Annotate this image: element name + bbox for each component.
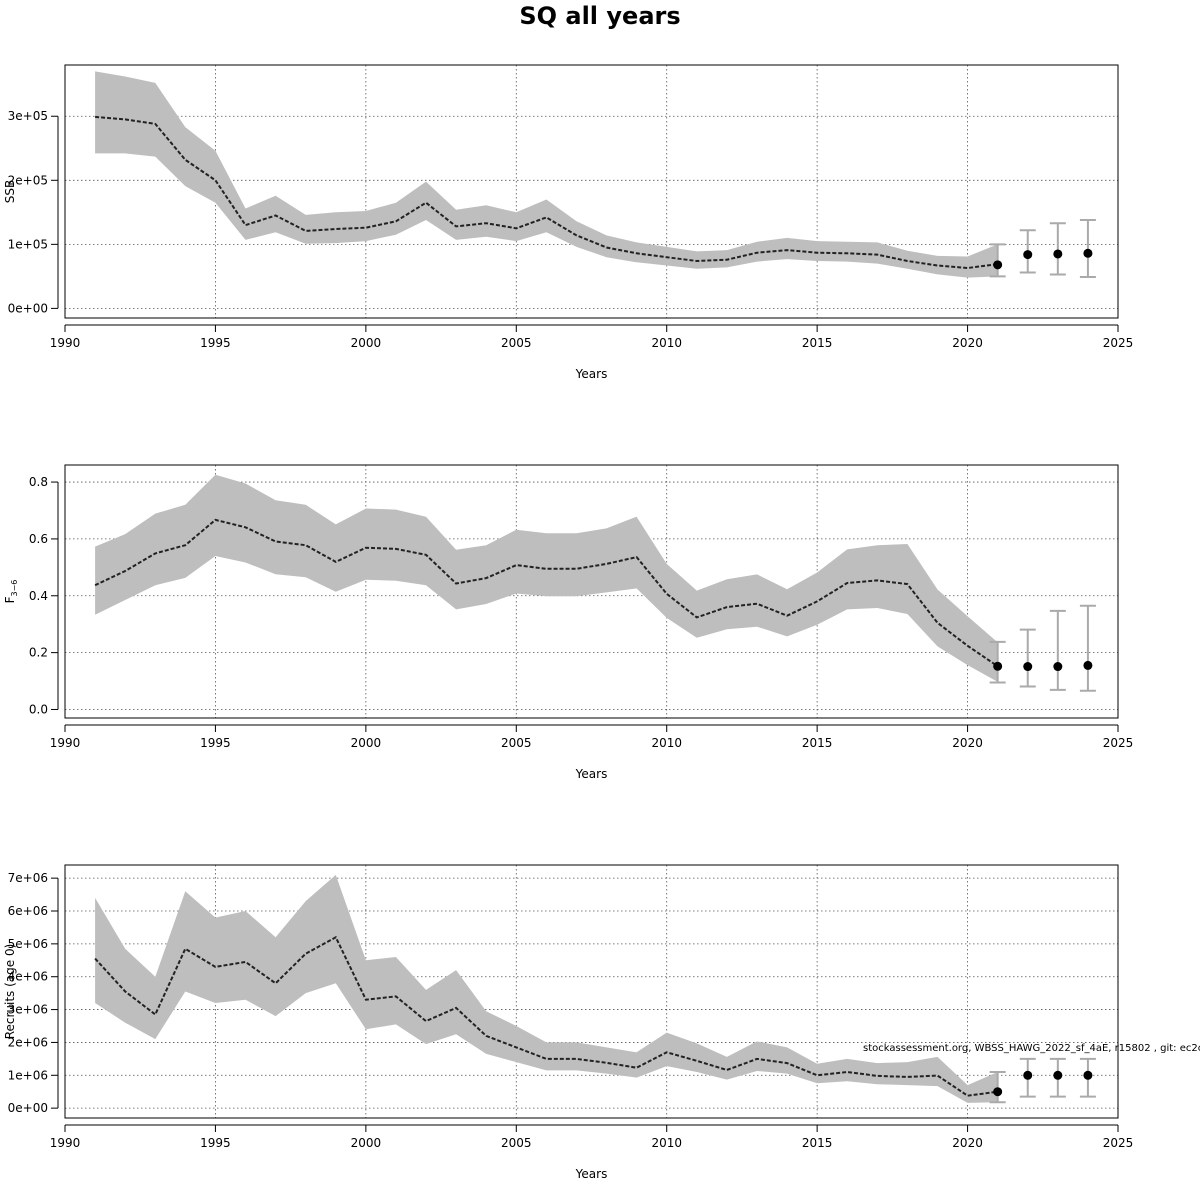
y-tick-label: 0.4 xyxy=(29,589,48,603)
x-tick-label: 2010 xyxy=(651,1136,682,1150)
forecast-point xyxy=(1023,1070,1033,1080)
forecast-point xyxy=(1023,250,1033,260)
x-tick-label: 1990 xyxy=(50,336,81,350)
x-tick-label: 2005 xyxy=(501,736,532,750)
y-axis-label: F3−6 xyxy=(3,580,19,604)
estimate-line xyxy=(95,115,998,270)
plot-frame xyxy=(64,64,1119,319)
figure-title: SQ all years xyxy=(519,2,680,30)
forecast-point xyxy=(1053,662,1063,672)
y-axis-label: SSB xyxy=(3,180,17,203)
x-tick-label: 2015 xyxy=(802,736,833,750)
y-tick-label: 0.8 xyxy=(29,475,48,489)
x-tick-label: 2010 xyxy=(651,336,682,350)
recruitment-panel: 1990 1995 2000 2005 2010 2015 2020 2025 Years 0e+… xyxy=(3,864,1134,1181)
plot-frame xyxy=(64,864,1119,1119)
x-tick-label: 2000 xyxy=(351,336,382,350)
y-tick-label: 3e+06 xyxy=(8,1003,48,1017)
x-tick-label: 1990 xyxy=(50,736,81,750)
x-tick-label: 2025 xyxy=(1103,736,1134,750)
y-tick-label: 4e+06 xyxy=(8,970,48,984)
confidence-band xyxy=(95,71,998,278)
x-tick-label: 2025 xyxy=(1103,336,1134,350)
source-watermark: stockassessment.org, WBSS_HAWG_2022_sf_4… xyxy=(863,1043,1200,1054)
x-axis-label: Years xyxy=(575,767,608,781)
x-tick-label: 2025 xyxy=(1103,1136,1134,1150)
x-tick-label: 2015 xyxy=(802,1136,833,1150)
confidence-band xyxy=(95,874,998,1103)
forecast-point xyxy=(1023,662,1033,672)
x-tick-label: 2020 xyxy=(952,336,983,350)
y-tick-label: 0.6 xyxy=(29,532,48,546)
y-tick-label: 2e+05 xyxy=(8,173,48,187)
forecast-point xyxy=(1083,248,1093,258)
ssb-panel: 1990 1995 2000 2005 2010 2015 2020 2025 Years 0e+… xyxy=(3,64,1134,381)
y-tick-label: 1e+06 xyxy=(8,1068,48,1082)
forecast-point xyxy=(993,1087,1003,1097)
forecast-point xyxy=(1053,249,1063,259)
x-tick-label: 2010 xyxy=(651,736,682,750)
y-axis-label-subscript: 3−6 xyxy=(10,580,19,597)
y-tick-label: 2e+06 xyxy=(8,1035,48,1049)
x-axis-label: Years xyxy=(575,367,608,381)
x-tick-label: 2000 xyxy=(351,736,382,750)
x-tick-label: 1995 xyxy=(200,736,231,750)
y-axis-label: Recruits (age 0) xyxy=(3,944,17,1040)
y-tick-label: 0.2 xyxy=(29,646,48,660)
x-axis-label: Years xyxy=(575,1167,608,1181)
x-tick-label: 1995 xyxy=(200,336,231,350)
estimate-line xyxy=(94,518,999,668)
y-tick-label: 0e+00 xyxy=(8,301,48,315)
forecast-point xyxy=(1053,1070,1063,1080)
x-tick-label: 2020 xyxy=(952,736,983,750)
forecast-point xyxy=(993,260,1003,270)
y-tick-label: 3e+05 xyxy=(8,109,48,123)
forecast-point xyxy=(1083,660,1093,670)
fishing-mortality-panel: 1990 1995 2000 2005 2010 2015 2020 2025 Years 0.0… xyxy=(3,464,1134,781)
y-tick-label: 0.0 xyxy=(29,702,48,716)
y-tick-label: 7e+06 xyxy=(8,871,48,885)
y-tick-label: 6e+06 xyxy=(8,904,48,918)
x-tick-label: 2000 xyxy=(351,1136,382,1150)
forecast-point xyxy=(993,661,1003,671)
confidence-band xyxy=(95,474,998,682)
y-tick-label: 5e+06 xyxy=(8,937,48,951)
plot-frame xyxy=(64,464,1119,719)
x-tick-label: 1990 xyxy=(50,1136,81,1150)
x-tick-label: 2020 xyxy=(952,1136,983,1150)
x-tick-label: 2015 xyxy=(802,336,833,350)
y-tick-label: 1e+05 xyxy=(8,237,48,251)
y-axis-label-main: F xyxy=(3,596,17,603)
x-tick-label: 2005 xyxy=(501,1136,532,1150)
y-tick-label: 0e+00 xyxy=(8,1101,48,1115)
x-tick-label: 1995 xyxy=(200,1136,231,1150)
forecast-point xyxy=(1083,1070,1093,1080)
x-tick-label: 2005 xyxy=(501,336,532,350)
